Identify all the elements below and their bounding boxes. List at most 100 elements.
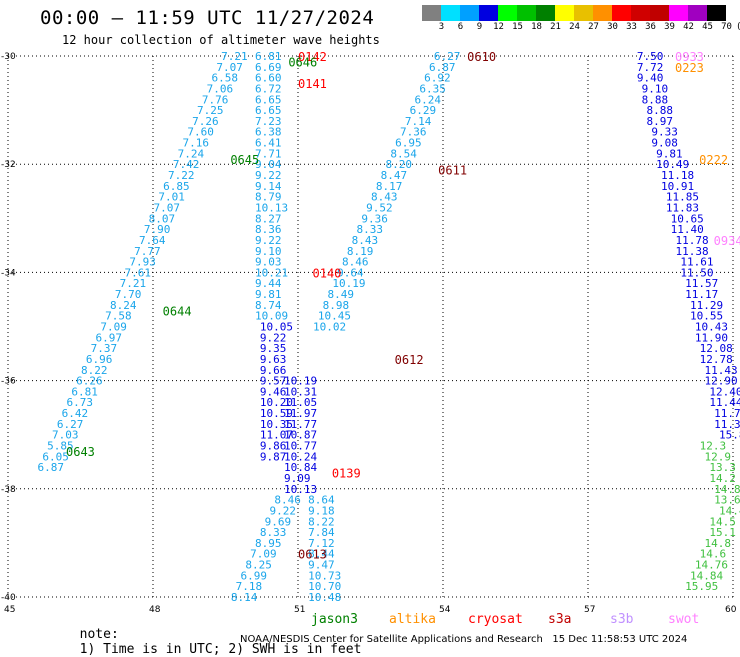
colorbar-label: 30 bbox=[607, 22, 618, 32]
swh-value: 15.95 bbox=[685, 580, 718, 593]
swh-value: 10.35 bbox=[260, 418, 293, 431]
swh-value: 8.24 bbox=[110, 299, 137, 312]
colorbar-label: 18 bbox=[531, 22, 542, 32]
swh-value: 6.65 bbox=[255, 93, 282, 106]
swh-value: 6.27 bbox=[57, 418, 83, 431]
colorbar-swatch bbox=[631, 5, 650, 21]
swh-value: 10.31 bbox=[284, 385, 317, 398]
swh-value: 7.14 bbox=[405, 115, 432, 128]
swh-value: 12.78 bbox=[700, 353, 733, 366]
swh-value: 9.33 bbox=[651, 126, 678, 139]
colorbar-label: 33 bbox=[626, 22, 637, 32]
pass-time-label: 0223 bbox=[675, 61, 704, 75]
swh-value: 7.21 bbox=[120, 277, 146, 290]
swh-value: 11.17 bbox=[685, 288, 718, 301]
swh-value: 14.4 bbox=[719, 504, 740, 517]
swh-value: 9.08 bbox=[651, 137, 678, 150]
colorbar-label: (ft) bbox=[736, 22, 740, 32]
swh-value: 8.79 bbox=[255, 191, 282, 204]
swh-value: 10.84 bbox=[284, 461, 317, 474]
swh-value: 10.05 bbox=[260, 321, 293, 334]
swh-value: 11.29 bbox=[690, 299, 723, 312]
swh-value: 10.19 bbox=[332, 277, 365, 290]
chart-subtitle: 12 hour collection of altimeter wave hei… bbox=[62, 33, 380, 47]
swh-value: 14.76 bbox=[695, 559, 728, 572]
colorbar-swatch bbox=[479, 5, 498, 21]
pass-time-label: 0612 bbox=[395, 353, 424, 367]
swh-value: 11.43 bbox=[705, 364, 738, 377]
colorbar-swatch bbox=[650, 5, 669, 21]
swh-value: 14.6 bbox=[700, 548, 727, 561]
swh-value: 9.22 bbox=[260, 331, 287, 344]
swh-value: 9.18 bbox=[308, 504, 335, 517]
swh-value: 7.70 bbox=[115, 288, 142, 301]
footer-credit: NOAA/NESDIS Center for Satellite Applica… bbox=[240, 634, 688, 645]
swh-value: 15.1 bbox=[709, 526, 736, 539]
swh-value: 9.44 bbox=[255, 277, 282, 290]
swh-value: 10.09 bbox=[255, 310, 288, 323]
swh-value: 8.44 bbox=[308, 548, 335, 561]
swh-value: 14.5 bbox=[709, 515, 736, 528]
swh-value: 7.22 bbox=[168, 169, 195, 182]
pass-time-label: 0933 bbox=[675, 50, 704, 64]
swh-value: 14.2 bbox=[709, 472, 736, 485]
swh-value: 10.87 bbox=[284, 429, 317, 442]
swh-value: 11.77 bbox=[284, 418, 317, 431]
swh-value: 7.16 bbox=[183, 137, 210, 150]
colorbar-swatch bbox=[536, 5, 555, 21]
swh-value: 12.3 bbox=[700, 440, 727, 453]
pass-time-label: 0140 bbox=[313, 266, 342, 280]
swh-value: 10.24 bbox=[284, 450, 317, 463]
y-tick-label: -36 bbox=[1, 377, 16, 387]
swh-value: 7.23 bbox=[255, 115, 282, 128]
swh-value: 6.38 bbox=[255, 126, 282, 139]
swh-value: 6.42 bbox=[62, 407, 89, 420]
swh-value: 9.10 bbox=[642, 82, 669, 95]
swh-value: 6.24 bbox=[415, 93, 442, 106]
colorbar-swatch bbox=[688, 5, 707, 21]
swh-value: 9.57 bbox=[260, 375, 287, 388]
colorbar-label: 36 bbox=[645, 22, 656, 32]
swh-value: 11.07 bbox=[260, 429, 293, 442]
swh-value: 7.01 bbox=[158, 191, 185, 204]
swh-value: 9.14 bbox=[255, 180, 282, 193]
swh-value: 8.64 bbox=[308, 494, 335, 507]
swh-value: 6.58 bbox=[212, 72, 239, 85]
swh-value: 9.66 bbox=[260, 364, 287, 377]
swh-value: 11.97 bbox=[284, 407, 317, 420]
swh-value: 10.59 bbox=[260, 407, 293, 420]
colorbar bbox=[422, 5, 726, 21]
swh-value: 8.27 bbox=[255, 212, 282, 225]
pass-time-label: 0611 bbox=[438, 164, 467, 178]
swh-value: 12.90 bbox=[705, 375, 738, 388]
colorbar-swatch bbox=[707, 5, 726, 21]
swh-value: 5.85 bbox=[47, 440, 74, 453]
swh-value: 9.10 bbox=[255, 245, 282, 258]
swh-value: 8.43 bbox=[371, 191, 398, 204]
pass-time-label: 0141 bbox=[298, 77, 327, 91]
swh-value: 7.21 bbox=[221, 50, 248, 63]
swh-value: 6.95 bbox=[395, 137, 422, 150]
colorbar-label: 15 bbox=[512, 22, 523, 32]
swh-value: 7.37 bbox=[91, 342, 118, 355]
swh-value: 7.24 bbox=[178, 147, 205, 160]
swh-value: 7.71 bbox=[255, 147, 282, 160]
swh-value: 6.97 bbox=[96, 331, 123, 344]
swh-value: 7.64 bbox=[139, 234, 166, 247]
swh-value: 8.17 bbox=[376, 180, 403, 193]
swh-value: 7.60 bbox=[187, 126, 214, 139]
swh-value: 10.13 bbox=[255, 201, 288, 214]
swh-value: 9.64 bbox=[337, 266, 364, 279]
y-tick-label: -40 bbox=[1, 593, 16, 603]
swh-value: 6.92 bbox=[424, 72, 451, 85]
swh-value: 9.35 bbox=[260, 342, 287, 355]
colorbar-swatch bbox=[441, 5, 460, 21]
legend-cryosat: cryosat bbox=[468, 612, 523, 627]
swh-value: 10.13 bbox=[284, 483, 317, 496]
swh-value: 6.81 bbox=[71, 385, 98, 398]
swh-value: 9.52 bbox=[366, 201, 393, 214]
swh-value: 14.8 bbox=[714, 483, 740, 496]
swh-value: 8.19 bbox=[347, 245, 374, 258]
